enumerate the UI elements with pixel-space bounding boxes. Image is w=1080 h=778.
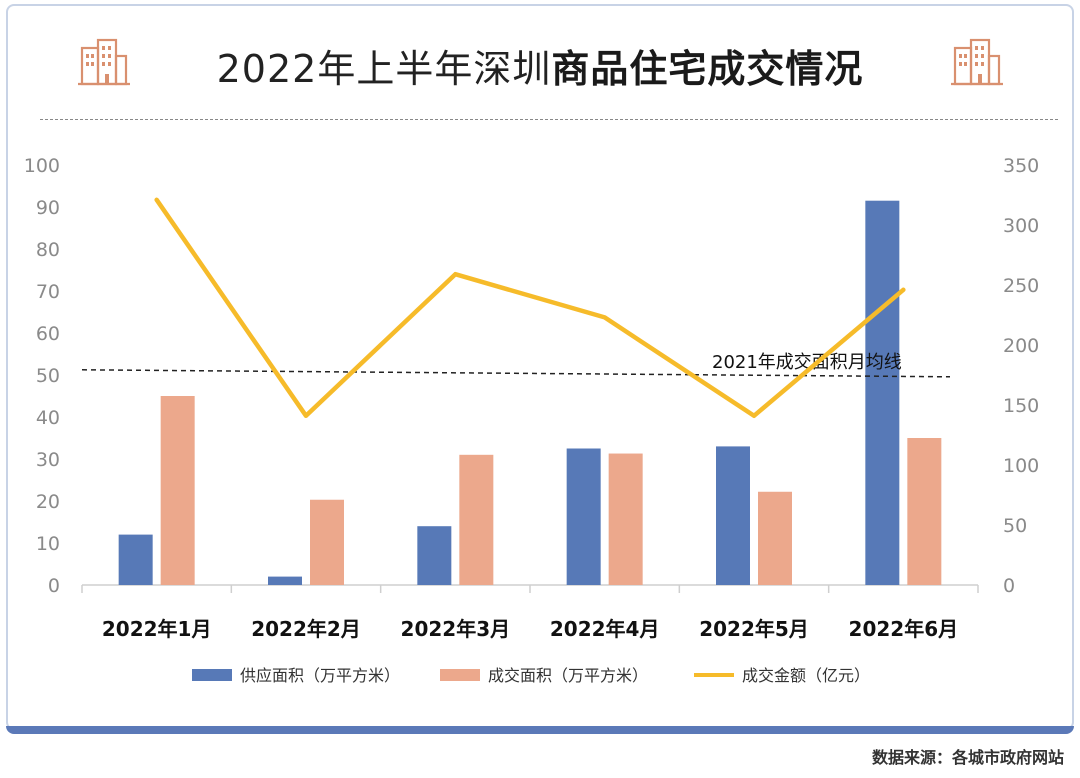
title-part1: 2022年上半年深圳 bbox=[216, 47, 552, 91]
title-part2: 商品住宅成交情况 bbox=[551, 47, 864, 91]
legend-deal-area-label: 成交面积（万平方米） bbox=[488, 666, 648, 685]
deal-amount-line bbox=[154, 197, 906, 419]
category-label: 2022年3月 bbox=[401, 617, 511, 641]
left-axis-tick-label: 40 bbox=[36, 407, 60, 429]
category-label: 2022年1月 bbox=[102, 617, 212, 641]
left-axis-tick-label: 70 bbox=[36, 281, 60, 303]
deal-area-bar bbox=[310, 499, 344, 585]
left-axis-tick-label: 30 bbox=[36, 449, 60, 471]
deal-area-bar bbox=[758, 491, 792, 585]
category-label: 2022年6月 bbox=[849, 617, 959, 641]
left-axis-tick-label: 0 bbox=[48, 575, 60, 597]
legend-supply-label: 供应面积（万平方米） bbox=[240, 666, 400, 685]
legend-supply-swatch bbox=[192, 669, 232, 681]
left-axis-tick-label: 90 bbox=[36, 197, 60, 219]
title-divider bbox=[40, 119, 1058, 120]
chart-canvas: 0 10 20 30 40 50 60 70 80 90 100 0 50 100 150 200 250 300… bbox=[24, 155, 1040, 685]
card-bottom-bar bbox=[6, 726, 1074, 734]
supply-area-bar bbox=[417, 526, 452, 585]
source-note: 数据来源：各城市政府网站 bbox=[871, 748, 1064, 767]
right-axis-tick-label: 300 bbox=[1003, 215, 1039, 237]
building-icon bbox=[78, 38, 130, 86]
right-axis-tick-label: 150 bbox=[1003, 395, 1039, 417]
right-axis-tick-label: 250 bbox=[1003, 275, 1039, 297]
reference-line-label: 2021年成交面积月均线 bbox=[712, 352, 902, 373]
supply-area-bar bbox=[566, 448, 601, 585]
deal-area-bar bbox=[907, 438, 942, 585]
deal-area-bar bbox=[160, 396, 195, 585]
supply-area-bar bbox=[118, 534, 153, 585]
deal-area-bar bbox=[459, 454, 494, 585]
supply-area-bar bbox=[716, 446, 750, 585]
right-axis-tick-label: 0 bbox=[1003, 575, 1015, 597]
right-axis-tick-label: 100 bbox=[1003, 455, 1039, 477]
left-axis-tick-label: 20 bbox=[36, 491, 60, 513]
supply-area-bar bbox=[865, 200, 900, 585]
legend-deal-area-swatch bbox=[440, 669, 480, 681]
right-axis-tick-label: 50 bbox=[1003, 515, 1027, 537]
left-axis-tick-label: 100 bbox=[24, 155, 60, 177]
reference-line bbox=[81, 369, 951, 378]
category-label: 2022年5月 bbox=[699, 617, 809, 641]
right-axis-tick-label: 200 bbox=[1003, 335, 1039, 357]
chart-title: 2022年上半年深圳商品住宅成交情况 bbox=[0, 38, 1080, 93]
category-label: 2022年2月 bbox=[251, 617, 361, 641]
deal-area-bar bbox=[608, 453, 643, 585]
left-axis-tick-label: 50 bbox=[36, 365, 60, 387]
category-label: 2022年4月 bbox=[550, 617, 660, 641]
left-axis-tick-label: 60 bbox=[36, 323, 60, 345]
left-axis-tick-label: 10 bbox=[36, 533, 60, 555]
left-axis-tick-label: 80 bbox=[36, 239, 60, 261]
supply-area-bar bbox=[268, 576, 302, 585]
building-icon bbox=[951, 38, 1003, 86]
right-axis-tick-label: 350 bbox=[1003, 155, 1039, 177]
legend-deal-amount-label: 成交金额（亿元） bbox=[742, 666, 870, 685]
